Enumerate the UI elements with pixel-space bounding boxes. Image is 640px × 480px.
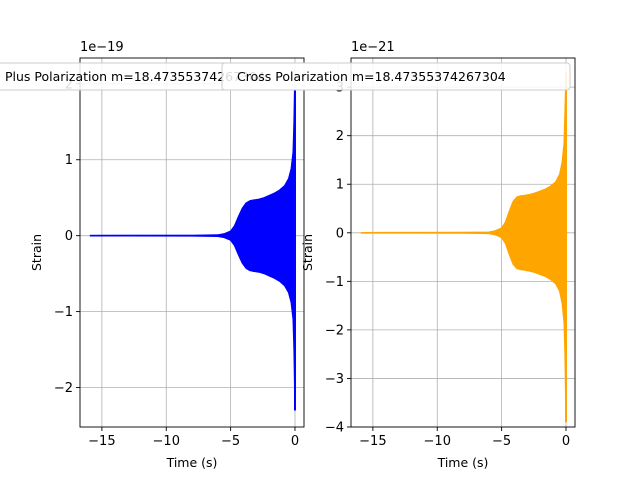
legend-label: Cross Polarization m=18.47355374267304: [237, 69, 506, 84]
y-tick-label: 1: [65, 153, 73, 168]
legend-box: [221, 62, 571, 91]
y-tick-label: 0: [336, 226, 344, 241]
y-tick-label: 2: [336, 129, 344, 144]
series-1: [360, 71, 567, 423]
x-tick-label: −15: [88, 434, 115, 449]
legend-2: Cross Polarization m=18.47355374267304: [221, 62, 571, 91]
axes-frame: [350, 57, 576, 428]
y-axis-label: Strain: [300, 234, 315, 271]
y-tick-label: 0: [65, 229, 73, 244]
y-offset-label: 1e−21: [351, 40, 395, 55]
waveform-envelope: [89, 64, 296, 411]
axes-frame: [79, 57, 305, 428]
y-tick-label: −1: [54, 305, 73, 320]
y-tick-label: 1: [336, 178, 344, 193]
x-tick-label: −5: [492, 434, 511, 449]
x-tick-label: 0: [562, 434, 570, 449]
x-tick-label: 0: [291, 434, 299, 449]
y-offset-label: 1e−19: [80, 40, 124, 55]
x-tick-label: −10: [424, 434, 451, 449]
x-tick-label: −15: [359, 434, 386, 449]
series-1: [89, 64, 296, 411]
x-tick-label: −5: [221, 434, 240, 449]
x-axis-label: Time (s): [437, 455, 489, 470]
y-axis-label: Strain: [29, 234, 44, 271]
x-axis-label: Time (s): [166, 455, 218, 470]
y-tick-label: −4: [325, 421, 344, 436]
y-tick-label: −1: [325, 275, 344, 290]
legend-label: Plus Polarization m=18.47355374267304: [5, 69, 265, 84]
y-tick-label: −3: [325, 372, 344, 387]
y-tick-label: −2: [54, 381, 73, 396]
y-tick-label: −2: [325, 323, 344, 338]
x-tick-label: −10: [153, 434, 180, 449]
